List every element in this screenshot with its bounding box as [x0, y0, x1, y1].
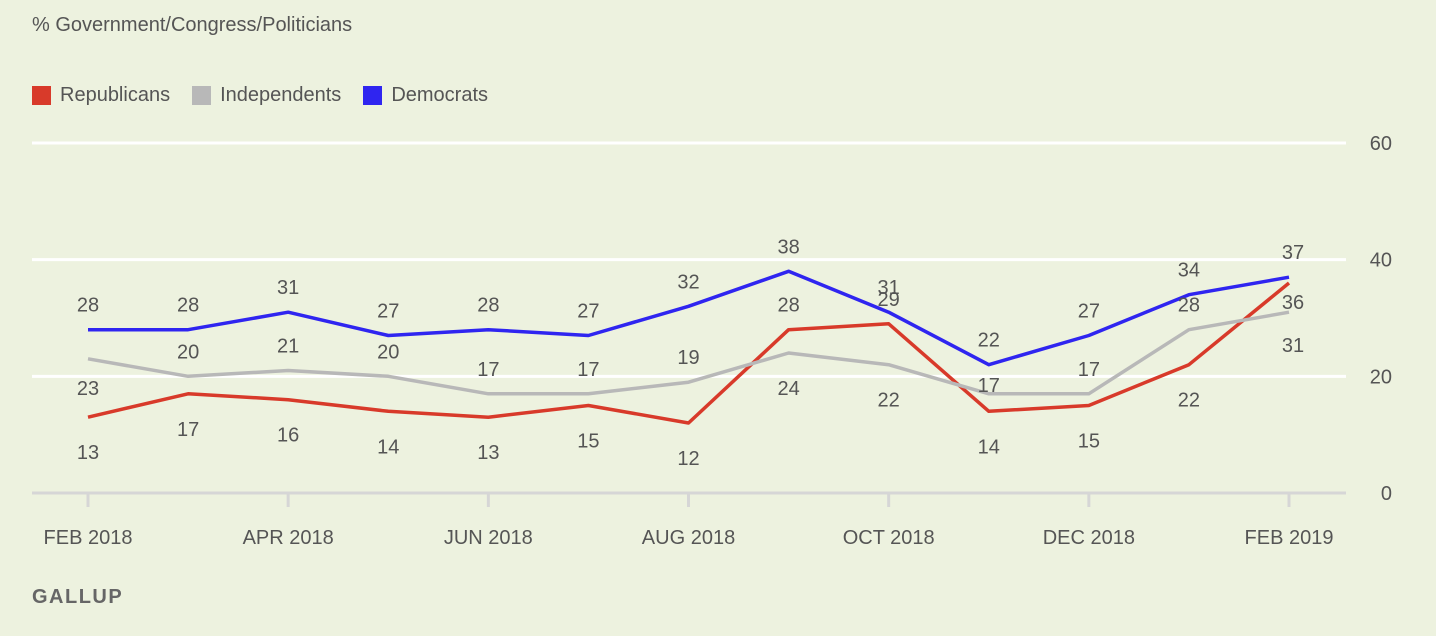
- data-label-independents-7: 24: [777, 378, 799, 400]
- legend-item-democrats: Democrats: [363, 84, 488, 107]
- data-label-independents-5: 17: [577, 359, 599, 381]
- series-line-republicans: [87, 281, 1291, 425]
- data-label-independents-3: 20: [377, 341, 399, 363]
- x-tick-label-12: FEB 2019: [1245, 527, 1334, 549]
- data-label-democrats-11: 34: [1178, 260, 1200, 282]
- legend-swatch-independents: [192, 86, 212, 105]
- data-label-independents-9: 17: [978, 375, 1000, 397]
- data-label-democrats-6: 32: [677, 271, 699, 293]
- data-label-independents-10: 17: [1078, 359, 1100, 381]
- data-label-republicans-3: 14: [377, 436, 399, 458]
- legend-item-republicans: Republicans: [32, 84, 170, 107]
- data-label-republicans-1: 17: [177, 419, 199, 441]
- x-tick-label-6: AUG 2018: [642, 527, 735, 549]
- y-tick-label-0: 0: [1381, 483, 1392, 505]
- legend-swatch-democrats: [363, 86, 383, 105]
- source-label: GALLUP: [32, 586, 124, 608]
- data-label-independents-0: 23: [77, 378, 99, 400]
- data-label-democrats-2: 31: [277, 277, 299, 299]
- data-label-republicans-8: 29: [878, 289, 900, 311]
- data-label-independents-2: 21: [277, 336, 299, 358]
- y-tick-label-60: 60: [1370, 133, 1392, 155]
- data-label-democrats-8: 31: [878, 277, 900, 299]
- data-label-independents-6: 19: [677, 347, 699, 369]
- data-label-independents-1: 20: [177, 341, 199, 363]
- x-tick-label-10: DEC 2018: [1043, 527, 1135, 549]
- data-label-democrats-7: 38: [777, 236, 799, 258]
- x-tick-label-2: APR 2018: [243, 527, 334, 549]
- data-label-republicans-10: 15: [1078, 431, 1100, 453]
- data-label-independents-12: 31: [1282, 335, 1304, 357]
- data-label-democrats-12: 37: [1282, 242, 1304, 264]
- legend-item-independents: Independents: [192, 84, 341, 107]
- data-label-independents-4: 17: [477, 359, 499, 381]
- x-tick-label-8: OCT 2018: [843, 527, 935, 549]
- data-label-democrats-5: 27: [577, 301, 599, 323]
- legend-label-republicans: Republicans: [60, 84, 171, 106]
- data-label-democrats-4: 28: [477, 295, 499, 317]
- series-line-independents: [87, 310, 1290, 396]
- y-tick-label-40: 40: [1370, 250, 1392, 272]
- data-label-republicans-7: 28: [777, 295, 799, 317]
- legend: Republicans Independents Democrats: [32, 84, 510, 107]
- data-label-republicans-12: 36: [1282, 292, 1304, 314]
- x-tick-label-4: JUN 2018: [444, 527, 533, 549]
- data-label-republicans-2: 16: [277, 425, 299, 447]
- data-label-independents-11: 28: [1178, 295, 1200, 317]
- data-label-democrats-10: 27: [1078, 301, 1100, 323]
- data-label-republicans-11: 22: [1178, 390, 1200, 412]
- data-label-independents-8: 22: [878, 390, 900, 412]
- y-tick-label-20: 20: [1370, 366, 1392, 388]
- data-label-republicans-4: 13: [477, 442, 499, 464]
- chart-title: % Government/Congress/Politicians: [32, 14, 353, 36]
- x-tick-label-0: FEB 2018: [44, 527, 133, 549]
- data-label-democrats-1: 28: [177, 295, 199, 317]
- data-label-democrats-0: 28: [77, 295, 99, 317]
- data-label-republicans-9: 14: [978, 436, 1000, 458]
- data-label-republicans-6: 12: [677, 448, 699, 470]
- legend-swatch-republicans: [32, 86, 51, 105]
- data-label-democrats-9: 22: [978, 330, 1000, 352]
- data-label-democrats-3: 27: [377, 301, 399, 323]
- data-label-republicans-5: 15: [577, 431, 599, 453]
- legend-label-independents: Independents: [220, 84, 342, 106]
- legend-label-democrats: Democrats: [391, 84, 489, 106]
- data-label-republicans-0: 13: [77, 442, 99, 464]
- series-line-democrats: [88, 269, 1290, 367]
